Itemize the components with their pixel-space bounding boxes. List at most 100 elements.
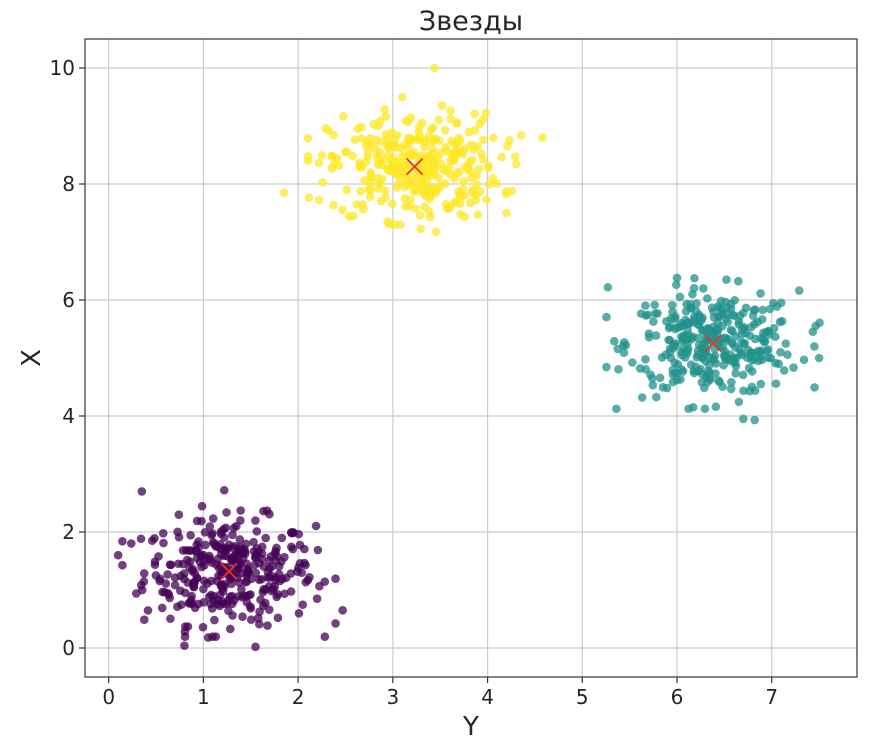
data-point [699, 284, 708, 293]
data-point [416, 224, 426, 234]
data-point [348, 151, 358, 161]
centroid-marker [406, 157, 424, 176]
data-point [473, 210, 483, 220]
data-point [244, 567, 254, 576]
data-points [113, 63, 824, 652]
data-point [511, 152, 520, 161]
data-point [166, 614, 175, 624]
data-point [311, 521, 321, 531]
data-point [641, 355, 650, 364]
data-point [387, 157, 397, 167]
data-point [179, 569, 189, 578]
data-point [484, 163, 493, 173]
data-point [794, 286, 804, 295]
data-point [237, 592, 247, 602]
data-point [304, 193, 314, 202]
data-point [265, 509, 274, 519]
data-point [139, 577, 149, 586]
data-point [263, 567, 273, 576]
data-point [228, 611, 237, 620]
x-tick-label: 4 [481, 685, 494, 709]
data-point [712, 325, 722, 335]
x-axis-label: Y [462, 712, 479, 742]
data-point [252, 527, 262, 536]
data-point [810, 383, 819, 392]
data-point [342, 185, 351, 195]
data-point [474, 164, 484, 174]
x-tick-label: 1 [197, 685, 210, 709]
data-point [648, 380, 658, 390]
data-point [729, 311, 739, 320]
data-point [458, 147, 467, 156]
data-point [363, 152, 372, 161]
data-point [419, 181, 429, 191]
data-point [230, 541, 240, 551]
data-point [420, 153, 430, 162]
data-point [609, 336, 619, 346]
data-point [113, 550, 123, 560]
data-point [344, 212, 354, 221]
data-point [628, 358, 637, 367]
data-point [387, 199, 397, 209]
data-point [449, 154, 458, 164]
data-point [734, 317, 744, 326]
data-point [373, 121, 383, 131]
data-point [470, 109, 479, 119]
data-point [729, 357, 738, 366]
data-point [235, 535, 245, 544]
data-point [651, 331, 661, 340]
data-point [249, 537, 258, 547]
data-point [482, 195, 491, 205]
data-point [158, 528, 168, 538]
data-point [254, 575, 264, 584]
data-point [726, 325, 736, 335]
data-point [446, 106, 455, 115]
data-point [261, 533, 270, 543]
data-point [466, 167, 476, 176]
data-point [380, 105, 390, 114]
axis-ticks: 0 1 2 3 4 5 6 7 0 2 4 6 8 10 [50, 56, 779, 709]
data-point [334, 161, 344, 170]
data-point [236, 506, 245, 515]
data-point [757, 315, 767, 324]
data-point [750, 334, 760, 344]
data-point [166, 560, 176, 570]
data-point [327, 151, 337, 160]
data-point [251, 642, 260, 652]
data-point [603, 282, 613, 292]
data-point [765, 304, 775, 314]
data-point [365, 192, 375, 202]
data-point [303, 152, 313, 161]
data-point [219, 485, 229, 495]
data-point [136, 534, 146, 544]
y-axis-label: X [17, 349, 47, 367]
data-point [205, 551, 214, 561]
data-point [356, 186, 365, 196]
data-point [449, 139, 459, 148]
data-point [263, 621, 272, 630]
data-point [672, 323, 682, 332]
data-point [698, 313, 707, 323]
data-point [700, 404, 710, 414]
data-point [426, 125, 436, 135]
data-point [286, 528, 296, 537]
data-point [377, 160, 387, 170]
data-point [174, 532, 184, 542]
data-point [735, 344, 744, 354]
data-point [668, 370, 678, 379]
data-point [366, 185, 376, 195]
data-point [277, 533, 287, 543]
data-point [139, 569, 149, 578]
data-point [815, 318, 824, 328]
data-point [203, 633, 213, 642]
data-point [189, 578, 199, 588]
data-point [750, 415, 759, 425]
data-point [236, 516, 245, 525]
data-point [440, 125, 450, 135]
data-point [237, 584, 246, 594]
data-point [197, 501, 207, 511]
data-point [492, 179, 502, 188]
data-point [776, 348, 785, 357]
data-point [314, 195, 324, 205]
data-point [227, 579, 236, 589]
